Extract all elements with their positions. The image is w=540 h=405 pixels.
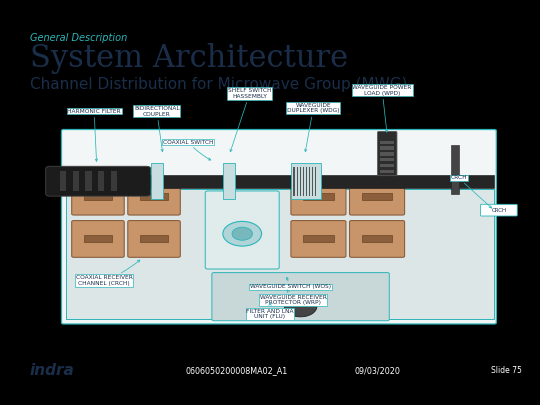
Bar	[380, 170, 394, 173]
Text: WAVEGUIDE RECEIVER
PROTECTOR (WRP): WAVEGUIDE RECEIVER PROTECTOR (WRP)	[260, 290, 326, 305]
Bar	[362, 193, 393, 200]
FancyBboxPatch shape	[349, 221, 404, 257]
Text: CRCH: CRCH	[450, 175, 491, 208]
FancyBboxPatch shape	[72, 178, 124, 215]
Bar	[293, 166, 295, 196]
FancyBboxPatch shape	[481, 204, 517, 216]
Text: Slide 75: Slide 75	[490, 366, 522, 375]
Bar	[151, 163, 163, 199]
Bar	[303, 193, 334, 200]
Text: SHELF SWITCH
HASSEMBLY: SHELF SWITCH HASSEMBLY	[228, 88, 272, 152]
FancyBboxPatch shape	[212, 273, 389, 321]
Text: 0606050200008MA02_A1: 0606050200008MA02_A1	[186, 366, 288, 375]
FancyBboxPatch shape	[349, 178, 404, 215]
Bar	[292, 163, 321, 199]
Text: Channel Distribution for Microwave Group (MWG): Channel Distribution for Microwave Group…	[30, 77, 408, 92]
Bar	[380, 164, 394, 167]
Bar	[223, 163, 235, 199]
FancyBboxPatch shape	[291, 178, 346, 215]
Text: WAVEGUIDE POWER
LOAD (WPD): WAVEGUIDE POWER LOAD (WPD)	[353, 85, 412, 132]
FancyBboxPatch shape	[72, 221, 124, 257]
Bar	[84, 193, 112, 200]
FancyBboxPatch shape	[128, 221, 180, 257]
Bar	[380, 147, 394, 150]
Text: BIDIRECTIONAL
COUPLER: BIDIRECTIONAL COUPLER	[134, 106, 180, 151]
Bar	[60, 171, 66, 191]
Text: COAXIAL RECEIVER
CHANNEL (CRCH): COAXIAL RECEIVER CHANNEL (CRCH)	[76, 260, 140, 286]
Bar	[451, 145, 459, 194]
Bar	[300, 166, 301, 196]
Bar	[315, 166, 316, 196]
Text: System Architecture: System Architecture	[30, 43, 348, 74]
Bar	[98, 171, 104, 191]
Bar	[309, 166, 310, 196]
Bar	[53, 175, 494, 188]
Bar	[85, 171, 92, 191]
Bar	[312, 166, 313, 196]
Text: WAVEGUIDE
DUPLEXER (WDG): WAVEGUIDE DUPLEXER (WDG)	[287, 102, 340, 151]
Bar	[140, 193, 168, 200]
FancyBboxPatch shape	[128, 178, 180, 215]
FancyBboxPatch shape	[291, 221, 346, 257]
Bar	[380, 158, 394, 161]
Bar	[303, 235, 334, 242]
Bar	[84, 235, 112, 242]
Bar	[66, 190, 494, 320]
Text: CRCH: CRCH	[491, 208, 507, 213]
Bar	[302, 166, 304, 196]
FancyBboxPatch shape	[205, 191, 279, 269]
Text: General Description: General Description	[30, 33, 127, 43]
Bar	[296, 166, 298, 196]
Bar	[140, 235, 168, 242]
FancyBboxPatch shape	[46, 166, 151, 196]
Circle shape	[232, 227, 252, 240]
Bar	[380, 152, 394, 156]
Text: WAVEGUIDE SWITCH (WOS): WAVEGUIDE SWITCH (WOS)	[250, 277, 331, 290]
Text: HARMONIC FILTER: HARMONIC FILTER	[68, 109, 121, 161]
Bar	[73, 171, 79, 191]
FancyBboxPatch shape	[62, 130, 496, 324]
Text: 09/03/2020: 09/03/2020	[355, 366, 400, 375]
Bar	[362, 235, 393, 242]
Text: indra: indra	[29, 363, 74, 378]
Circle shape	[284, 296, 317, 317]
Bar	[306, 166, 307, 196]
Circle shape	[223, 222, 261, 246]
Text: COAXIAL SWITCH: COAXIAL SWITCH	[163, 140, 214, 160]
Bar	[111, 171, 117, 191]
Bar	[380, 141, 394, 144]
Text: FILTER AND LNA
UNIT (FLU): FILTER AND LNA UNIT (FLU)	[246, 303, 294, 319]
FancyBboxPatch shape	[377, 132, 397, 176]
